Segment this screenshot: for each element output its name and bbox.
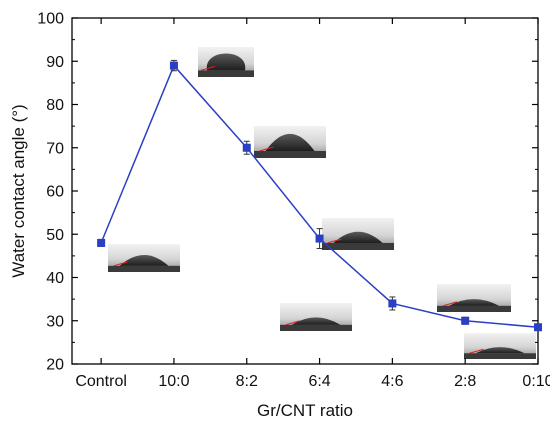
data-point	[169, 61, 178, 70]
y-tick-label: 20	[46, 357, 64, 374]
x-tick-label: 10:0	[158, 373, 189, 390]
inset-droplet-photo	[108, 244, 180, 272]
angle-marker	[442, 301, 457, 307]
data-point	[242, 143, 251, 152]
angle-marker	[285, 320, 300, 326]
x-tick-label: Control	[75, 373, 127, 390]
inset-droplet-photo	[254, 126, 326, 158]
droplet	[206, 53, 246, 71]
inset-substrate	[437, 305, 511, 312]
y-tick-label: 30	[46, 313, 64, 330]
angle-marker	[327, 238, 342, 244]
inset-droplet-photo	[437, 284, 511, 312]
x-axis-title: Gr/CNT ratio	[257, 401, 353, 420]
x-tick-label: 6:4	[308, 373, 330, 390]
inset-droplet-photo	[198, 47, 254, 77]
y-tick-label: 70	[46, 140, 64, 157]
angle-marker	[259, 146, 274, 152]
angle-marker	[469, 348, 484, 354]
y-axis: 20 30 40 50 60 70 80 90 100	[37, 11, 538, 374]
inset-droplet-photo	[322, 218, 394, 250]
data-point	[97, 238, 106, 247]
x-axis: Control 10:0 8:2 6:4 4:6 2:8 0:10	[75, 18, 550, 390]
droplet	[475, 347, 525, 354]
inset-substrate	[198, 70, 254, 77]
y-axis-title: Water contact angle (°)	[9, 104, 28, 277]
y-tick-label: 100	[37, 11, 64, 28]
droplet	[333, 231, 383, 243]
x-tick-label: 8:2	[236, 373, 258, 390]
x-tick-label: 2:8	[454, 373, 476, 390]
y-tick-label: 40	[46, 270, 64, 287]
data-point	[534, 323, 542, 332]
inset-substrate	[108, 265, 180, 272]
inset-substrate	[464, 353, 536, 359]
inset-substrate	[254, 150, 326, 158]
droplet	[291, 317, 341, 325]
y-tick-label: 90	[46, 54, 64, 71]
droplet	[448, 299, 500, 306]
data-point	[461, 316, 470, 325]
y-tick-label: 80	[46, 97, 64, 114]
inset-photos	[108, 47, 536, 359]
angle-marker	[200, 65, 216, 71]
x-tick-label: 0:10	[522, 373, 550, 390]
inset-substrate	[322, 242, 394, 250]
x-tick-label: 4:6	[381, 373, 403, 390]
inset-substrate	[280, 324, 352, 331]
inset-droplet-photo	[464, 333, 536, 359]
series-layer	[97, 59, 542, 332]
y-tick-label: 50	[46, 227, 64, 244]
inset-droplet-photo	[280, 303, 352, 331]
angle-marker	[113, 261, 128, 267]
data-point	[388, 299, 397, 308]
droplet	[119, 254, 169, 266]
data-point	[315, 234, 324, 243]
droplet	[265, 133, 315, 151]
y-tick-label: 60	[46, 184, 64, 201]
